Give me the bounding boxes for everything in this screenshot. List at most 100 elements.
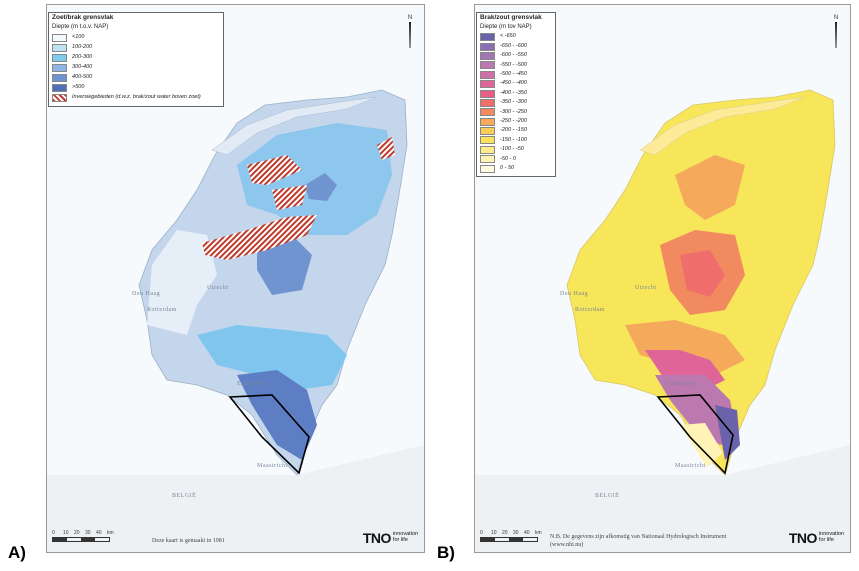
zone-south <box>197 325 347 390</box>
north-arrow-icon: N <box>830 15 842 48</box>
wadden-islands <box>639 96 806 156</box>
legend-label: 100-200 <box>72 43 93 50</box>
legend-panel-b: Brak/zout grensvlak Diepte (m tov NAP) <… <box>476 12 556 178</box>
zone-red-centre <box>680 250 725 297</box>
footnote-line-2: (www.nhi.nu) <box>550 542 584 548</box>
legend-swatch <box>480 108 495 117</box>
label-maastricht: Maastricht <box>257 463 288 469</box>
legend-item: -300 - -250 <box>480 108 552 117</box>
label-maastricht: Maastricht <box>675 463 706 469</box>
inversion-area-2 <box>272 185 307 210</box>
logo-tagline-1: innovation <box>392 531 418 538</box>
legend-item: -50 - 0 <box>480 155 552 164</box>
zone-pale-south <box>680 423 723 467</box>
scale-bar: 0 10 20 30 40 km <box>480 530 546 542</box>
scale-tick: 40 <box>524 530 530 536</box>
legend-item: -600 - -550 <box>480 51 552 60</box>
legend-item: 100-200 <box>52 43 220 53</box>
legend-item: <100 <box>52 33 220 43</box>
legend-item: -500 - -450 <box>480 70 552 79</box>
legend-item: -100 - -50 <box>480 145 552 154</box>
footnote-line-1: N.B. De gegevens zijn afkomstig van Nati… <box>550 534 727 540</box>
zone-deep-purple <box>715 405 740 460</box>
legend-swatch <box>480 70 495 79</box>
legend-item: -400 - -350 <box>480 89 552 98</box>
legend-swatch <box>480 51 495 60</box>
legend-item: -450 - -400 <box>480 79 552 89</box>
legend-swatch <box>480 80 495 89</box>
legend-item: 300-400 <box>52 63 220 73</box>
legend-swatch <box>480 98 495 107</box>
legend-item: < -650 <box>480 33 552 42</box>
legend-label: -550 - -500 <box>500 61 527 68</box>
inversion-area-4 <box>377 137 395 160</box>
logo-tagline-2: for life <box>392 537 408 543</box>
legend-label: 200-300 <box>72 53 93 60</box>
legend-label: >500 <box>72 83 85 90</box>
legend-label: -200 - -150 <box>500 127 527 134</box>
tno-logo: TNO innovation for life <box>363 530 418 546</box>
scale-tick: 20 <box>74 530 80 536</box>
legend-label: -250 - -200 <box>500 117 527 124</box>
belgium-germany-land <box>47 445 424 552</box>
legend-swatch <box>52 53 67 62</box>
scale-tick: 0 <box>480 530 483 536</box>
legend-label: <100 <box>72 33 85 40</box>
legend-swatch <box>480 117 495 126</box>
legend-title: Brak/zout grensvlak <box>480 14 542 21</box>
scale-tick: 0 <box>52 530 55 536</box>
legend-swatch <box>52 83 67 92</box>
legend-swatch <box>52 63 67 72</box>
legend-swatch <box>480 164 495 173</box>
legend-swatch <box>480 89 495 98</box>
legend-swatch <box>480 42 495 51</box>
scale-tick: 40 <box>96 530 102 536</box>
legend-label: -650 - -600 <box>500 42 527 49</box>
legend-subtitle: Diepte (m tov NAP) <box>480 23 532 30</box>
scale-tick: 30 <box>85 530 91 536</box>
label-belgie: BELGIË <box>595 492 619 499</box>
legend-swatch <box>480 33 495 42</box>
tno-logo: TNO innovation for life <box>789 530 844 546</box>
north-label: N <box>833 15 839 21</box>
legend-subtitle: Diepte (m t.o.v. NAP) <box>52 23 109 30</box>
scale-tick: 20 <box>502 530 508 536</box>
logo-text: TNO <box>362 530 392 546</box>
legend-label: -300 - -250 <box>500 108 527 115</box>
label-eindhoven: Eindhoven <box>237 381 268 387</box>
legend-label: -100 - -50 <box>500 146 524 153</box>
legend-label: -450 - -400 <box>500 80 527 87</box>
legend-item: >500 <box>52 83 220 93</box>
panel-label-b: B) <box>437 543 455 562</box>
label-utrecht: Utrecht <box>207 285 229 291</box>
map-panel-b: Den Haag Rotterdam Utrecht Eindhoven Maa… <box>474 4 851 553</box>
legend-label: -350 - -300 <box>500 99 527 106</box>
scale-bar: 0 10 20 30 40 km <box>52 530 118 542</box>
legend-swatch <box>480 145 495 154</box>
legend-item: -550 - -500 <box>480 61 552 70</box>
legend-label: 400-500 <box>72 73 93 80</box>
label-belgie: BELGIË <box>172 492 196 499</box>
label-den-haag: Den Haag <box>560 291 588 297</box>
zone-under-100-west <box>147 230 217 335</box>
logo-tagline-2: for life <box>818 537 834 543</box>
legend-title: Zoet/brak grensvlak <box>52 14 114 21</box>
legend-item: 400-500 <box>52 73 220 83</box>
north-arrow-icon: N <box>404 15 416 48</box>
logo-tagline-1: innovation <box>818 531 844 538</box>
legend-label: -400 - -350 <box>500 89 527 96</box>
legend-item: -650 - -600 <box>480 42 552 51</box>
legend-swatch <box>480 127 495 136</box>
legend-item: -150 - -100 <box>480 136 552 145</box>
zone-north <box>237 123 392 235</box>
inversion-area-1 <box>247 155 302 185</box>
panel-label-a: A) <box>8 543 26 562</box>
inversion-area-3 <box>202 215 317 260</box>
legend-item: 200-300 <box>52 53 220 63</box>
legend-item: -250 - -200 <box>480 117 552 126</box>
zone-deep-south <box>237 370 317 460</box>
legend-item: -350 - -300 <box>480 98 552 107</box>
legend-swatch <box>52 93 67 102</box>
label-utrecht: Utrecht <box>635 285 657 291</box>
zone-orange-north <box>675 155 745 220</box>
